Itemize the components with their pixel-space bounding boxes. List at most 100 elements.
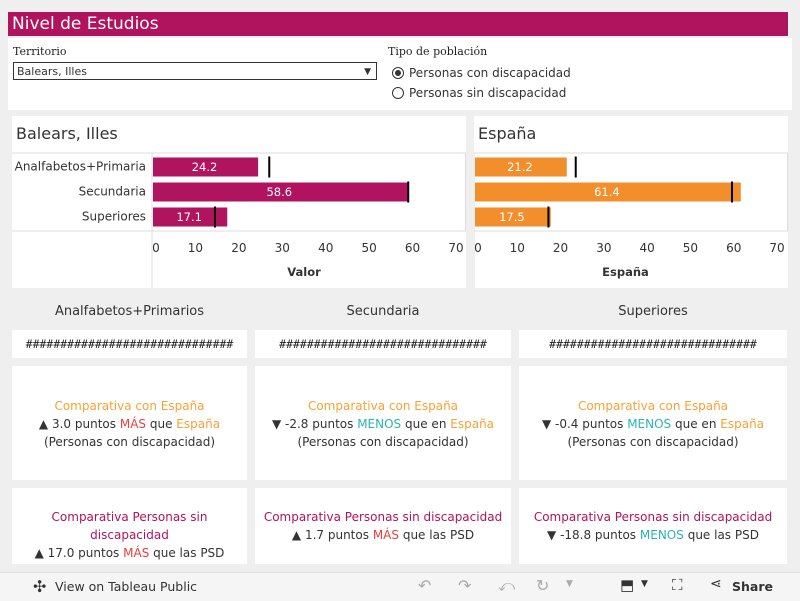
reference-line	[407, 181, 410, 203]
tick-label: 30	[275, 241, 290, 255]
bar	[475, 157, 567, 177]
tick-label: 70	[769, 241, 784, 255]
reference-line	[574, 156, 577, 178]
sin-title: Comparativa Personas sin discapacidad	[533, 510, 773, 524]
hash-value-analfabetos: ##############################	[12, 330, 247, 358]
axis-title: España	[602, 265, 649, 279]
tick-label: 10	[510, 241, 525, 255]
tick-label: 10	[188, 241, 203, 255]
sin-line: ▼ -18.8 puntos MENOS que las PSD	[519, 526, 787, 544]
sin-value: -18.8 puntos	[560, 528, 637, 542]
cmp-title: Comparativa con España	[307, 399, 459, 413]
cmp-sub: (Personas con discapacidad)	[297, 435, 469, 449]
cmp-mid: que en	[675, 417, 717, 431]
chart-espana: 21.2 61.4 17.5 0 10 20 30 40 50 60 70 España	[474, 152, 788, 288]
chart-title-balears: Balears, Illes	[16, 124, 118, 143]
download-icon[interactable]: ⬒	[620, 576, 635, 594]
bar	[475, 207, 551, 227]
chart-panel-espana: España 21.2 61.4 17.5 0 10 20 30 40 50 60 70 España	[474, 116, 788, 288]
radio-label-con: Personas con discapacidad	[409, 66, 571, 80]
bar	[153, 182, 408, 202]
category-label: Superiores	[82, 210, 146, 224]
arrow-up-icon: ▲	[34, 546, 44, 560]
sin-tail: que las PSD	[687, 528, 759, 542]
refresh-icon[interactable]: ↻	[536, 576, 550, 595]
tableau-toolbar: ✣ View on Tableau Public ↶ ↷ ⤺ ↻ ▼ ⬒ ▼ ⛶…	[0, 572, 800, 601]
bar	[153, 207, 228, 227]
arrow-up-icon: ▲	[38, 417, 49, 431]
cmp-word: MENOS	[627, 417, 672, 431]
redo-icon[interactable]: ↷	[458, 576, 472, 595]
cmp-line: ▼ -2.8 puntos MENOS que en España	[255, 415, 511, 433]
radio-con-discapacidad[interactable]: Personas con discapacidad	[392, 66, 571, 80]
arrow-down-icon: ▼	[547, 528, 557, 542]
sin-tail: que las PSD	[153, 546, 225, 560]
data-label: 61.4	[594, 185, 620, 199]
radio-label-sin: Personas sin discapacidad	[409, 86, 567, 100]
bar	[153, 157, 259, 177]
hash-value-secundaria: ##############################	[255, 330, 511, 358]
tick-label: 40	[640, 241, 655, 255]
radio-on-icon[interactable]	[392, 67, 404, 79]
sin-tail: que las PSD	[402, 528, 475, 542]
share-icon[interactable]: ⋖	[710, 576, 722, 592]
radio-off-icon[interactable]	[392, 87, 404, 99]
cmp-mid: que	[149, 417, 173, 431]
tipo-poblacion-label: Tipo de población	[388, 45, 488, 58]
tick-label: 30	[596, 241, 611, 255]
tick-label: 20	[553, 241, 568, 255]
hash-value-superiores: ##############################	[519, 330, 787, 358]
fullscreen-icon[interactable]: ⛶	[672, 576, 683, 594]
chart-title-espana: España	[478, 124, 537, 143]
territorio-label: Territorio	[13, 45, 67, 58]
tick-label: 70	[448, 241, 463, 255]
chart-balears: Analfabetos+Primaria 24.2 Secundaria 58.6 Su…	[12, 152, 466, 288]
reference-line	[213, 206, 216, 228]
title-bar: Nivel de Estudios	[8, 12, 788, 36]
cmp-value: -2.8 puntos	[285, 417, 354, 431]
cmp-ref: España	[176, 417, 221, 431]
cmp-mid: que en	[405, 417, 447, 431]
reference-line	[268, 156, 271, 178]
card-cmp-psd-secundaria: Comparativa Personas sin discapacidad ▲ …	[255, 488, 511, 564]
cmp-title: Comparativa con España	[54, 399, 205, 413]
page-title: Nivel de Estudios	[12, 14, 159, 34]
cmp-title: Comparativa con España	[577, 399, 729, 413]
cmp-line: ▲ 3.0 puntos MÁS que España	[12, 415, 247, 433]
arrow-down-icon: ▼	[541, 417, 552, 431]
radio-sin-discapacidad[interactable]: Personas sin discapacidad	[392, 86, 566, 100]
territorio-value: Balears, Illes	[17, 65, 87, 78]
category-label: Analfabetos+Primaria	[15, 160, 146, 174]
dropdown-arrow-icon[interactable]: ▼	[364, 67, 371, 77]
card-cmp-espana-analfabetos: Comparativa con España ▲ 3.0 puntos MÁS …	[12, 366, 247, 480]
sin-value: 1.7 puntos	[304, 528, 369, 542]
revert-icon[interactable]: ⤺	[498, 576, 516, 595]
share-button[interactable]: Share	[732, 579, 773, 594]
header-analfabetos: Analfabetos+Primarios	[54, 304, 205, 319]
sin-title: Comparativa Personas sin discapacidad	[51, 510, 208, 542]
arrow-down-icon: ▼	[271, 417, 282, 431]
cmp-sub: (Personas con discapacidad)	[567, 435, 739, 449]
data-label: 21.2	[507, 160, 533, 174]
tick-label: 60	[405, 241, 420, 255]
cmp-word: MÁS	[119, 417, 147, 431]
reference-line	[730, 181, 733, 203]
tick-label: 0	[474, 241, 482, 255]
cmp-ref: España	[720, 417, 765, 431]
card-cmp-espana-superiores: Comparativa con España ▼ -0.4 puntos MEN…	[519, 366, 787, 480]
tableau-icon[interactable]: ✣	[33, 577, 47, 596]
sin-value: 17.0 puntos	[47, 546, 120, 560]
sin-title: Comparativa Personas sin discapacidad	[263, 510, 503, 524]
download-dropdown-icon[interactable]: ▼	[641, 579, 648, 589]
undo-icon[interactable]: ↶	[418, 576, 432, 595]
cmp-sub: (Personas con discapacidad)	[43, 435, 216, 449]
territorio-select[interactable]: Balears, Illes ▼	[13, 62, 377, 80]
data-label: 24.2	[192, 160, 218, 174]
sin-word: MENOS	[639, 528, 684, 542]
refresh-dropdown-icon[interactable]: ▼	[566, 579, 573, 589]
filters-panel: Territorio Balears, Illes ▼ Tipo de pobl…	[8, 38, 792, 110]
card-cmp-psd-analfabetos: Comparativa Personas sin discapacidad ▲ …	[12, 488, 247, 564]
view-on-tableau-link[interactable]: View on Tableau Public	[55, 579, 198, 594]
sin-line: ▲ 1.7 puntos MÁS que las PSD	[255, 526, 511, 544]
category-label: Secundaria	[79, 185, 146, 199]
